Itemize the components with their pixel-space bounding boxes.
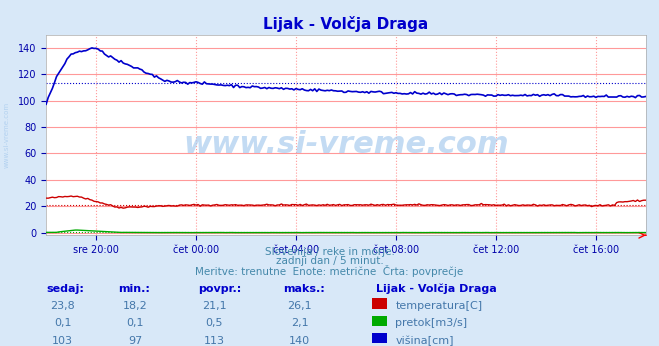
Text: temperatura[C]: temperatura[C] (395, 301, 482, 311)
Text: pretok[m3/s]: pretok[m3/s] (395, 318, 467, 328)
Text: 23,8: 23,8 (50, 301, 75, 311)
Text: 0,1: 0,1 (127, 318, 144, 328)
Text: 0,5: 0,5 (206, 318, 223, 328)
Text: povpr.:: povpr.: (198, 284, 241, 294)
Text: 97: 97 (128, 336, 142, 346)
Text: 103: 103 (52, 336, 73, 346)
Title: Lijak - Volčja Draga: Lijak - Volčja Draga (264, 16, 428, 32)
Text: višina[cm]: višina[cm] (395, 336, 454, 346)
Text: 18,2: 18,2 (123, 301, 148, 311)
Text: Lijak - Volčja Draga: Lijak - Volčja Draga (376, 284, 496, 294)
Text: sedaj:: sedaj: (46, 284, 84, 294)
Text: Slovenija / reke in morje.: Slovenija / reke in morje. (264, 247, 395, 257)
Text: 0,1: 0,1 (54, 318, 71, 328)
Text: 140: 140 (289, 336, 310, 346)
Text: 2,1: 2,1 (291, 318, 308, 328)
Text: 21,1: 21,1 (202, 301, 227, 311)
Text: zadnji dan / 5 minut.: zadnji dan / 5 minut. (275, 256, 384, 266)
Text: 113: 113 (204, 336, 225, 346)
Text: www.si-vreme.com: www.si-vreme.com (183, 130, 509, 160)
Text: min.:: min.: (119, 284, 150, 294)
Text: maks.:: maks.: (283, 284, 325, 294)
Text: 26,1: 26,1 (287, 301, 312, 311)
Text: www.si-vreme.com: www.si-vreme.com (4, 102, 10, 168)
Text: Meritve: trenutne  Enote: metrične  Črta: povprečje: Meritve: trenutne Enote: metrične Črta: … (195, 265, 464, 277)
